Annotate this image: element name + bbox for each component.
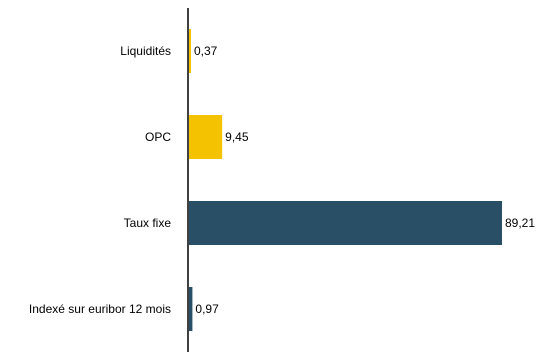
labels-group: Liquidités 0,37 OPC 9,45 Taux fixe 89,21 Index… <box>29 44 535 316</box>
value-label-1: 0,37 <box>194 44 218 58</box>
bar-4 <box>189 287 193 331</box>
category-label-3: Taux fixe <box>124 216 172 230</box>
category-label-2: OPC <box>145 130 171 144</box>
bars-group <box>189 29 502 331</box>
bar-1 <box>189 29 191 73</box>
value-label-3: 89,21 <box>505 216 535 230</box>
bar-2 <box>189 115 223 159</box>
value-label-4: 0,97 <box>195 302 219 316</box>
bar-3 <box>189 201 502 245</box>
category-label-4: Indexé sur euribor 12 mois <box>29 302 171 316</box>
value-label-2: 9,45 <box>225 130 249 144</box>
category-label-1: Liquidités <box>120 44 171 58</box>
